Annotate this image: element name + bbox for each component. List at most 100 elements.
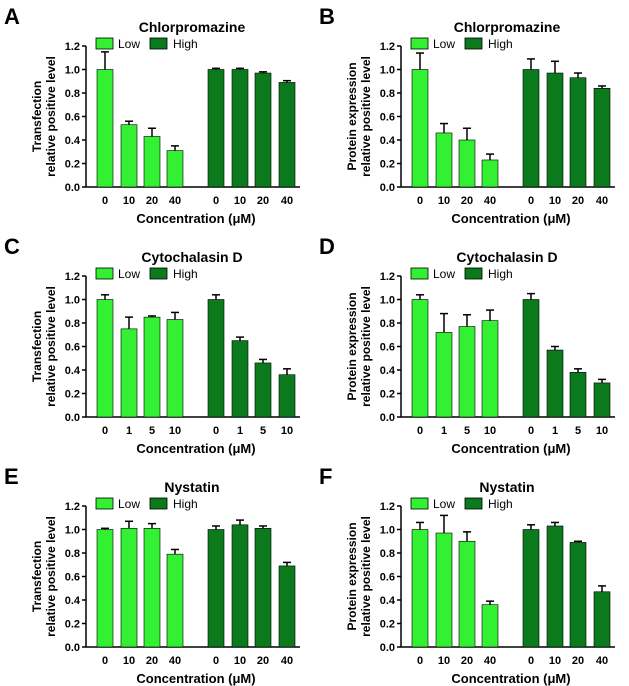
x-tick-label: 0 — [528, 195, 534, 207]
y-tick-label: 1.2 — [380, 271, 395, 283]
y-axis-label: relative positive level — [359, 56, 373, 177]
y-tick-label: 0.4 — [380, 135, 396, 147]
x-tick-label: 40 — [596, 655, 608, 667]
x-tick-label: 20 — [257, 195, 269, 207]
x-tick-label: 10 — [549, 195, 561, 207]
legend-swatch-low — [95, 497, 114, 510]
x-tick-label: 0 — [213, 655, 219, 667]
bar-high — [569, 77, 587, 188]
y-tick-label: 0.4 — [380, 365, 396, 377]
bar-high — [593, 591, 611, 648]
bar-low — [435, 132, 453, 188]
x-tick-label: 20 — [572, 655, 584, 667]
y-tick-label: 1.0 — [65, 525, 80, 537]
y-tick-label: 1.0 — [380, 65, 395, 77]
bar-high — [231, 340, 249, 418]
bar-high — [546, 349, 564, 418]
x-tick-label: 20 — [257, 655, 269, 667]
bar-high — [207, 529, 225, 648]
legend-label-high: High — [488, 497, 513, 511]
y-tick-label: 0.0 — [65, 182, 80, 194]
x-tick-label: 20 — [146, 655, 158, 667]
x-tick-label: 40 — [281, 655, 293, 667]
bar-low — [166, 150, 184, 188]
y-axis-label: Protein expression — [345, 62, 359, 170]
y-tick-label: 0.2 — [65, 619, 80, 631]
chart-title: Cytochalasin D — [141, 249, 242, 265]
x-tick-label: 40 — [484, 655, 496, 667]
y-tick-label: 1.0 — [65, 65, 80, 77]
bar-low — [96, 299, 114, 418]
bar-low — [435, 332, 453, 418]
y-tick-label: 0.6 — [380, 572, 395, 584]
y-tick-label: 0.0 — [65, 642, 80, 654]
x-tick-label: 20 — [572, 195, 584, 207]
bar-low — [458, 540, 476, 648]
x-tick-label: 40 — [169, 655, 181, 667]
y-axis-label: Protein expression — [345, 292, 359, 400]
y-axis-label: relative positive level — [44, 56, 58, 177]
y-tick-label: 0.2 — [65, 159, 80, 171]
chart-title: Nystatin — [479, 479, 534, 495]
legend-swatch-high — [464, 37, 483, 50]
legend-label-high: High — [173, 37, 198, 51]
bar-high — [231, 69, 249, 188]
x-tick-label: 10 — [438, 195, 450, 207]
panel-letter: F — [319, 464, 332, 489]
x-tick-label: 40 — [169, 195, 181, 207]
y-tick-label: 0.0 — [380, 182, 395, 194]
bar-high — [522, 299, 540, 418]
bar-high — [278, 565, 296, 648]
y-tick-label: 1.2 — [65, 41, 80, 53]
x-tick-label: 0 — [102, 425, 108, 437]
legend-label-low: Low — [118, 267, 140, 281]
x-tick-label: 5 — [464, 425, 470, 437]
x-tick-label: 5 — [575, 425, 581, 437]
legend-label-high: High — [173, 497, 198, 511]
y-axis-label: Transfection — [30, 311, 44, 382]
bar-high — [546, 525, 564, 648]
bar-high — [569, 372, 587, 418]
y-tick-label: 0.6 — [65, 572, 80, 584]
x-tick-label: 10 — [123, 655, 135, 667]
y-tick-label: 0.8 — [380, 548, 395, 560]
panel-e: E Nystatin Low High 0.0 0.2 0.4 0.6 0.8 1.0 1.2 Tra… — [4, 464, 300, 686]
x-tick-label: 0 — [417, 425, 423, 437]
chart-title: Cytochalasin D — [456, 249, 557, 265]
bar-low — [481, 604, 499, 648]
x-tick-label: 40 — [484, 195, 496, 207]
chart-title: Chlorpromazine — [139, 19, 246, 35]
bar-low — [120, 328, 138, 418]
y-tick-label: 0.0 — [65, 412, 80, 424]
bar-high — [278, 82, 296, 188]
y-axis-label: relative positive level — [359, 286, 373, 407]
x-tick-label: 0 — [213, 195, 219, 207]
legend-swatch-low — [410, 37, 429, 50]
x-axis-label: Concentration (μM) — [136, 671, 255, 686]
y-tick-label: 0.0 — [380, 412, 395, 424]
bar-low — [143, 316, 161, 418]
bar-high — [254, 72, 272, 188]
panel-letter: C — [4, 234, 20, 259]
x-axis-label: Concentration (μM) — [136, 211, 255, 226]
y-tick-label: 0.8 — [65, 318, 80, 330]
y-tick-label: 1.0 — [380, 525, 395, 537]
x-axis-label: Concentration (μM) — [451, 211, 570, 226]
x-axis-label: Concentration (μM) — [451, 441, 570, 456]
y-tick-label: 0.2 — [65, 389, 80, 401]
legend-swatch-high — [464, 267, 483, 280]
y-tick-label: 0.2 — [380, 159, 395, 171]
x-tick-label: 20 — [146, 195, 158, 207]
bar-high — [254, 362, 272, 418]
x-tick-label: 1 — [552, 425, 558, 437]
legend-label-high: High — [488, 267, 513, 281]
bar-high — [522, 69, 540, 188]
panel-b: B Chlorpromazine Low High 0.0 0.2 0.4 0.6 0.8 1.0… — [319, 4, 615, 226]
chart-title: Chlorpromazine — [454, 19, 561, 35]
x-tick-label: 10 — [123, 195, 135, 207]
y-tick-label: 0.8 — [380, 318, 395, 330]
y-tick-label: 1.2 — [380, 41, 395, 53]
